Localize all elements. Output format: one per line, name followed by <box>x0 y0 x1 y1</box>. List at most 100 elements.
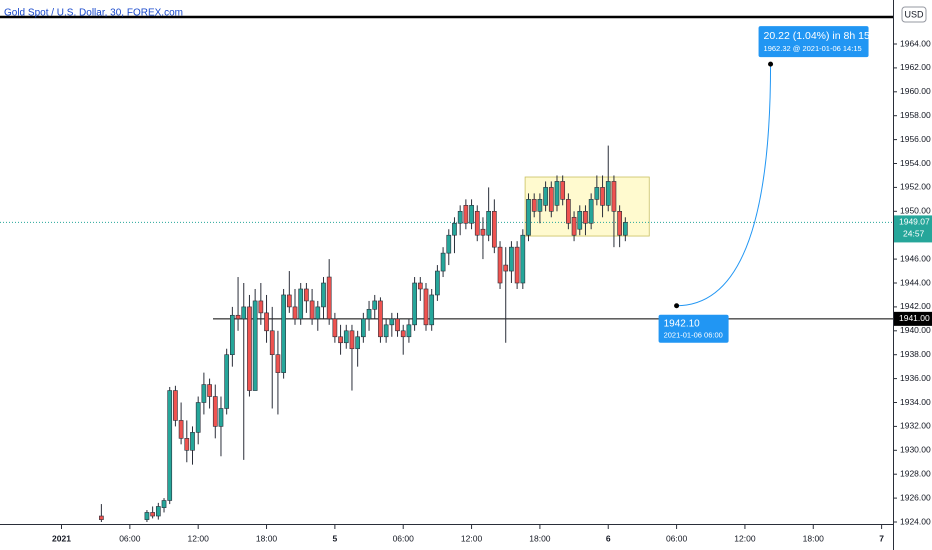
candle-body <box>372 300 378 310</box>
y-tick-label: 1924.00 <box>900 516 931 526</box>
candle-body <box>566 199 571 224</box>
candle-body <box>440 252 446 272</box>
candle-body <box>298 288 304 320</box>
x-tick-label: 12:00 <box>734 533 756 543</box>
candle-body <box>241 306 247 320</box>
candle-body <box>435 270 440 296</box>
candle-body <box>543 187 548 206</box>
candle-body <box>514 246 520 284</box>
candle-body <box>309 300 315 320</box>
candle-body <box>224 354 230 409</box>
y-tick-label: 1932.00 <box>900 421 931 431</box>
y-tick-label: 1962.00 <box>900 62 931 72</box>
candle-body <box>190 432 195 451</box>
candle-body <box>155 506 161 517</box>
candle-body <box>252 300 258 391</box>
y-tick-label: 1928.00 <box>900 468 931 478</box>
candle-body <box>406 324 412 338</box>
candle-body <box>355 336 361 350</box>
measure-end <box>768 61 774 67</box>
y-tick-label: 1964.00 <box>900 38 931 48</box>
y-tick-label: 1960.00 <box>900 86 931 96</box>
candle-body <box>486 211 491 236</box>
candle-body <box>275 354 281 373</box>
y-tick-label: 1954.00 <box>900 158 931 168</box>
currency-box[interactable] <box>901 6 927 23</box>
y-tick-label: 1940.00 <box>900 325 931 335</box>
candle-body <box>383 324 389 338</box>
x-tick-label: 06:00 <box>119 533 141 543</box>
candle-body <box>469 205 474 224</box>
candle-body <box>258 300 264 314</box>
y-tick-label: 1958.00 <box>900 110 931 120</box>
x-tick-label: 12:00 <box>188 533 210 543</box>
candle-body <box>144 512 150 520</box>
candle-body <box>167 390 173 501</box>
candle-body <box>423 288 429 326</box>
x-tick-label: 5 <box>333 533 338 543</box>
candle-body <box>247 306 252 391</box>
x-tick-label: 06:00 <box>393 533 415 543</box>
candle-body <box>520 234 526 284</box>
candle-body <box>417 282 423 290</box>
candle-body <box>548 187 554 212</box>
candle-body <box>446 234 452 254</box>
candle-body <box>378 300 383 338</box>
y-tick-label: 1956.00 <box>900 134 931 144</box>
x-tick-label: 12:00 <box>461 533 483 543</box>
y-tick-label: 1936.00 <box>900 373 931 383</box>
candle-body <box>526 199 531 236</box>
x-tick-label: 6 <box>606 533 611 543</box>
end-label-box <box>758 26 869 58</box>
start-label-date: 2021-01-06 06:00 <box>664 331 723 340</box>
candle-body <box>463 205 469 224</box>
candle-body <box>326 276 332 320</box>
countdown-label: 24:57 <box>903 229 925 239</box>
candle-body <box>150 512 155 517</box>
last-price-label: 1949.07 <box>899 217 930 227</box>
candle-body <box>178 420 184 439</box>
candle-body <box>184 438 190 451</box>
x-tick-label: 18:00 <box>256 533 278 543</box>
y-tick-label: 1938.00 <box>900 349 931 359</box>
candle-body <box>537 199 543 212</box>
candle-body <box>343 330 349 344</box>
candle-body <box>173 390 178 421</box>
candle-body <box>218 408 224 427</box>
candle-body <box>281 294 286 373</box>
candle-body <box>452 222 457 236</box>
candle-body <box>497 246 503 284</box>
candle-body <box>491 211 497 248</box>
candle-body <box>560 181 566 200</box>
candle-body <box>588 199 594 224</box>
candle-body <box>412 282 417 326</box>
candle-body <box>583 211 588 224</box>
candle-body <box>474 211 480 236</box>
y-tick-label: 1930.00 <box>900 445 931 455</box>
x-tick-label: 7 <box>879 533 884 543</box>
candle-body <box>315 306 321 320</box>
candle-body <box>611 181 617 212</box>
x-tick-label: 18:00 <box>803 533 825 543</box>
candle-body <box>292 306 298 320</box>
candle-body <box>349 330 355 350</box>
hline-axis-box <box>894 311 932 326</box>
start-label-box <box>658 314 729 343</box>
candle-body <box>201 384 207 403</box>
candle-body <box>286 294 292 308</box>
candle-body <box>366 308 372 320</box>
candle-body <box>332 318 338 338</box>
candle-body <box>400 330 406 338</box>
candle-body <box>230 314 235 356</box>
candle-body <box>509 246 514 272</box>
measure-start <box>674 303 680 309</box>
candle-body <box>99 515 104 520</box>
candle-body <box>207 384 212 397</box>
y-tick-label: 1942.00 <box>900 301 931 311</box>
candle-body <box>554 181 560 206</box>
candle-body <box>622 222 628 236</box>
candle-body <box>161 500 167 508</box>
x-tick-label: 18:00 <box>529 533 551 543</box>
